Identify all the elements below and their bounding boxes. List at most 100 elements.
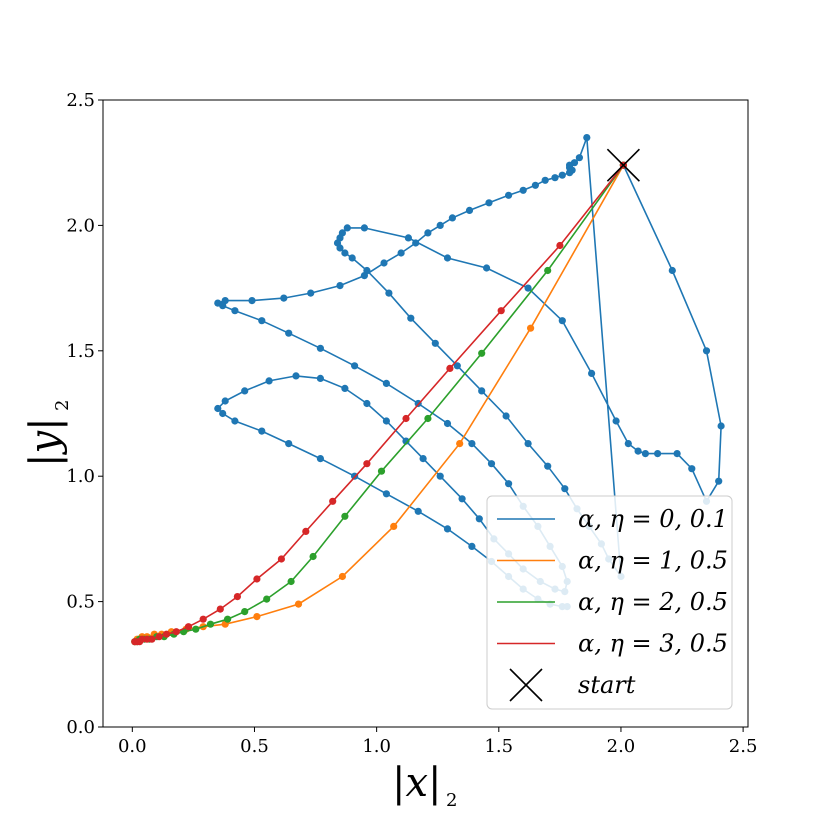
x-tick-label: 0.0 — [118, 736, 147, 757]
data-point — [505, 480, 513, 488]
data-point — [360, 224, 368, 232]
data-point — [717, 422, 725, 430]
x-tick-label: 1.5 — [484, 736, 513, 757]
data-point — [385, 289, 393, 297]
data-point — [443, 525, 452, 533]
data-point — [519, 186, 527, 194]
data-point — [216, 605, 224, 613]
data-point — [221, 397, 229, 405]
data-point — [294, 600, 303, 608]
x-tick-label: 2.0 — [607, 736, 636, 757]
data-point — [624, 440, 632, 448]
data-point — [336, 244, 344, 252]
data-point — [634, 447, 642, 455]
series-3 — [131, 161, 628, 646]
data-point — [341, 384, 349, 392]
data-point — [641, 450, 650, 458]
legend: α, η = 0, 0.1 α, η = 1, 0.5 α, η = 2, 0.5 α… — [486, 495, 733, 710]
legend-label: α, η = 0, 0.1 — [578, 505, 728, 533]
data-point — [360, 272, 368, 280]
data-point — [448, 214, 456, 222]
data-point — [527, 324, 535, 332]
y-axis-label-text: |y| — [22, 417, 68, 467]
data-point — [558, 171, 566, 179]
legend-entries: α, η = 0, 0.1 α, η = 1, 0.5 α, η = 2, 0.5 α… — [497, 505, 728, 702]
data-point — [336, 282, 344, 290]
data-point — [485, 199, 493, 207]
data-point — [436, 221, 444, 229]
data-point — [265, 377, 273, 385]
data-point — [280, 294, 288, 302]
data-point — [478, 349, 486, 357]
data-point — [468, 542, 476, 551]
legend-label: start — [578, 671, 636, 699]
data-point — [524, 284, 532, 292]
data-point — [487, 460, 496, 468]
legend-label: α, η = 3, 0.5 — [578, 630, 728, 658]
y-axis-label: |y| 2 — [22, 400, 73, 467]
data-point — [654, 450, 662, 458]
data-point — [612, 417, 620, 425]
data-point — [544, 462, 552, 470]
data-point — [505, 191, 513, 199]
data-point — [502, 412, 510, 420]
y-axis-ticks: 0.0 0.5 1.0 1.5 2.0 2.5 — [66, 90, 103, 738]
y-tick-label: 1.5 — [66, 341, 95, 362]
data-point — [224, 615, 232, 623]
data-point — [233, 593, 241, 601]
data-point — [172, 628, 180, 636]
data-point — [407, 314, 415, 322]
data-point — [458, 495, 466, 503]
data-point — [531, 181, 540, 189]
data-point — [316, 344, 324, 352]
data-point — [478, 387, 486, 395]
data-point — [456, 440, 464, 448]
data-point — [380, 259, 388, 267]
data-point — [131, 638, 139, 646]
data-point — [341, 512, 349, 520]
data-point — [214, 404, 222, 413]
data-point — [287, 577, 295, 586]
y-tick-label: 0.0 — [66, 717, 95, 738]
data-point — [575, 154, 584, 162]
data-point — [285, 329, 293, 337]
data-point — [465, 206, 474, 214]
data-point — [402, 437, 410, 445]
data-point — [338, 572, 346, 581]
data-point — [285, 440, 293, 448]
data-point — [206, 620, 215, 628]
data-point — [348, 254, 356, 262]
data-point — [673, 450, 681, 458]
y-tick-label: 0.5 — [66, 592, 95, 613]
data-point — [544, 266, 552, 275]
data-point — [184, 623, 193, 631]
legend-entry: start — [509, 668, 636, 702]
x-tick-label: 0.5 — [240, 736, 269, 757]
x-tick-label: 1.0 — [362, 736, 391, 757]
x-axis-ticks: 0.0 0.5 1.0 1.5 2.0 2.5 — [118, 727, 757, 757]
data-point — [419, 455, 427, 463]
data-point — [402, 414, 410, 423]
y-axis-label-subscript: 2 — [52, 400, 73, 411]
data-point — [253, 613, 261, 621]
y-tick-label: 2.5 — [66, 90, 95, 111]
data-point — [302, 527, 310, 536]
data-point — [583, 134, 591, 142]
data-point — [475, 515, 483, 523]
data-point — [192, 625, 200, 633]
data-point — [241, 387, 249, 395]
data-point — [453, 362, 461, 370]
legend-label: α, η = 2, 0.5 — [578, 588, 728, 616]
data-point — [424, 229, 432, 237]
data-point — [561, 485, 569, 493]
data-point — [497, 307, 505, 315]
data-point — [258, 317, 266, 325]
data-point — [382, 490, 390, 498]
legend-swatch — [509, 668, 543, 702]
data-point — [412, 239, 420, 247]
data-point — [231, 307, 239, 315]
data-point — [351, 362, 359, 370]
data-point — [329, 497, 337, 505]
data-point — [253, 575, 261, 583]
